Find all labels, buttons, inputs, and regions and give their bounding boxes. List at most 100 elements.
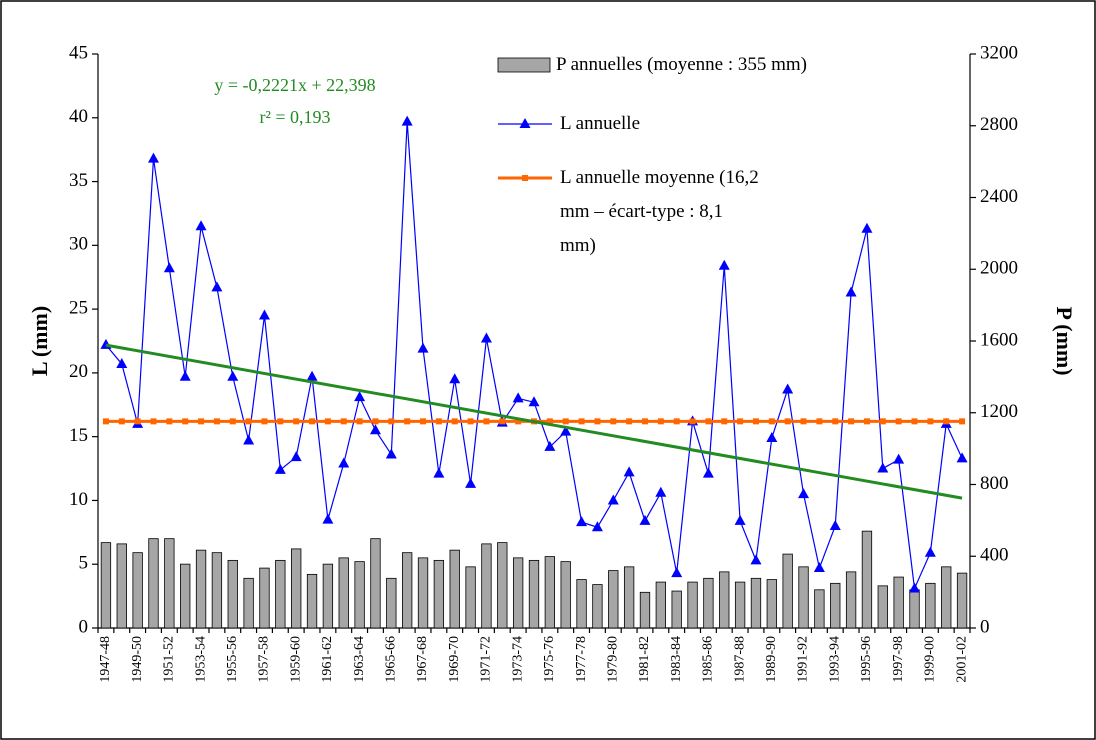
point (816, 418, 823, 425)
bar (655, 581, 666, 629)
point (324, 418, 331, 425)
bar (100, 542, 112, 629)
bar (243, 577, 254, 629)
point (322, 513, 334, 524)
point (147, 152, 159, 163)
x-tick-label: 1949-50 (130, 636, 145, 683)
bar (227, 559, 238, 629)
point (784, 418, 791, 425)
bar (291, 548, 302, 629)
point (750, 554, 762, 565)
point (515, 418, 522, 425)
point (198, 418, 205, 425)
point (449, 373, 461, 384)
point (845, 286, 857, 297)
point (673, 418, 680, 425)
x-tick-label: 1991-92 (796, 636, 811, 683)
x-tick-label: 1997-98 (891, 636, 906, 683)
point (766, 431, 778, 442)
point (943, 418, 950, 425)
y2-tick-label: 2400 (980, 186, 1018, 207)
point (737, 418, 744, 425)
x-tick-label: 1995-96 (859, 636, 874, 683)
bar (639, 591, 651, 629)
x-tick-label: 1983-84 (669, 636, 684, 683)
point (702, 467, 714, 478)
point (179, 370, 191, 381)
x-tick-label: 1987-88 (732, 636, 747, 683)
bar (560, 561, 571, 629)
point (752, 418, 759, 425)
point (433, 467, 445, 478)
y-tick-label: 35 (69, 170, 88, 191)
point (182, 418, 189, 425)
point (277, 418, 284, 425)
y2-tick-label: 2800 (980, 114, 1018, 135)
point (607, 494, 619, 505)
point (798, 488, 810, 499)
bar (734, 581, 746, 629)
x-tick-label: 1967-68 (415, 636, 430, 683)
point (689, 418, 696, 425)
point (562, 418, 569, 425)
y2-tick-label: 1200 (980, 401, 1018, 422)
y-tick-label: 5 (79, 553, 89, 574)
point (813, 562, 825, 573)
point (163, 262, 175, 273)
point (243, 434, 255, 445)
bar (148, 538, 159, 629)
x-tick-label: 1969-70 (447, 636, 462, 683)
y-tick-label: 30 (69, 234, 88, 255)
bar (877, 585, 888, 629)
bar (830, 582, 841, 629)
point (150, 418, 157, 425)
x-tick-label: 1963-64 (352, 636, 367, 683)
y-tick-label: 40 (69, 106, 88, 127)
bar (544, 556, 556, 629)
point (306, 370, 318, 381)
point (388, 418, 395, 425)
point (229, 418, 236, 425)
legend-label: P annuelles (moyenne : 355 mm) (556, 54, 807, 75)
bar (687, 581, 698, 629)
point (499, 418, 506, 425)
point (576, 516, 588, 527)
point (116, 357, 128, 368)
y2-tick-label: 800 (980, 473, 1009, 494)
y-tick-label: 10 (69, 489, 88, 510)
point (309, 418, 316, 425)
point (956, 452, 968, 463)
point (909, 582, 921, 593)
y-tick-label: 15 (69, 425, 88, 446)
bar (703, 577, 714, 629)
point (861, 222, 873, 233)
point (626, 418, 633, 425)
point (385, 448, 397, 459)
y2-tick-label: 400 (980, 545, 1009, 566)
point (959, 418, 966, 425)
bar (956, 572, 968, 629)
point (404, 418, 411, 425)
x-tick-label: 1993-94 (827, 636, 842, 683)
legend-marker (519, 118, 531, 128)
x-tick-label: 1973-74 (510, 636, 525, 683)
bar (782, 553, 793, 629)
bar (941, 566, 952, 629)
point (274, 463, 286, 474)
y-tick-label: 25 (69, 297, 88, 318)
bar (370, 538, 381, 629)
point (560, 425, 572, 436)
y2-tick-label: 2000 (980, 258, 1018, 279)
x-tick-label: 1961-62 (320, 636, 335, 683)
x-tick-label: 1979-80 (605, 636, 620, 683)
point (467, 418, 474, 425)
bar (417, 557, 429, 629)
bar (592, 584, 603, 629)
point (623, 466, 635, 477)
x-tick-label: 1965-66 (384, 636, 399, 683)
bar (766, 579, 777, 629)
y-tick-label: 0 (79, 616, 89, 637)
point (354, 391, 366, 402)
bar (354, 561, 365, 629)
